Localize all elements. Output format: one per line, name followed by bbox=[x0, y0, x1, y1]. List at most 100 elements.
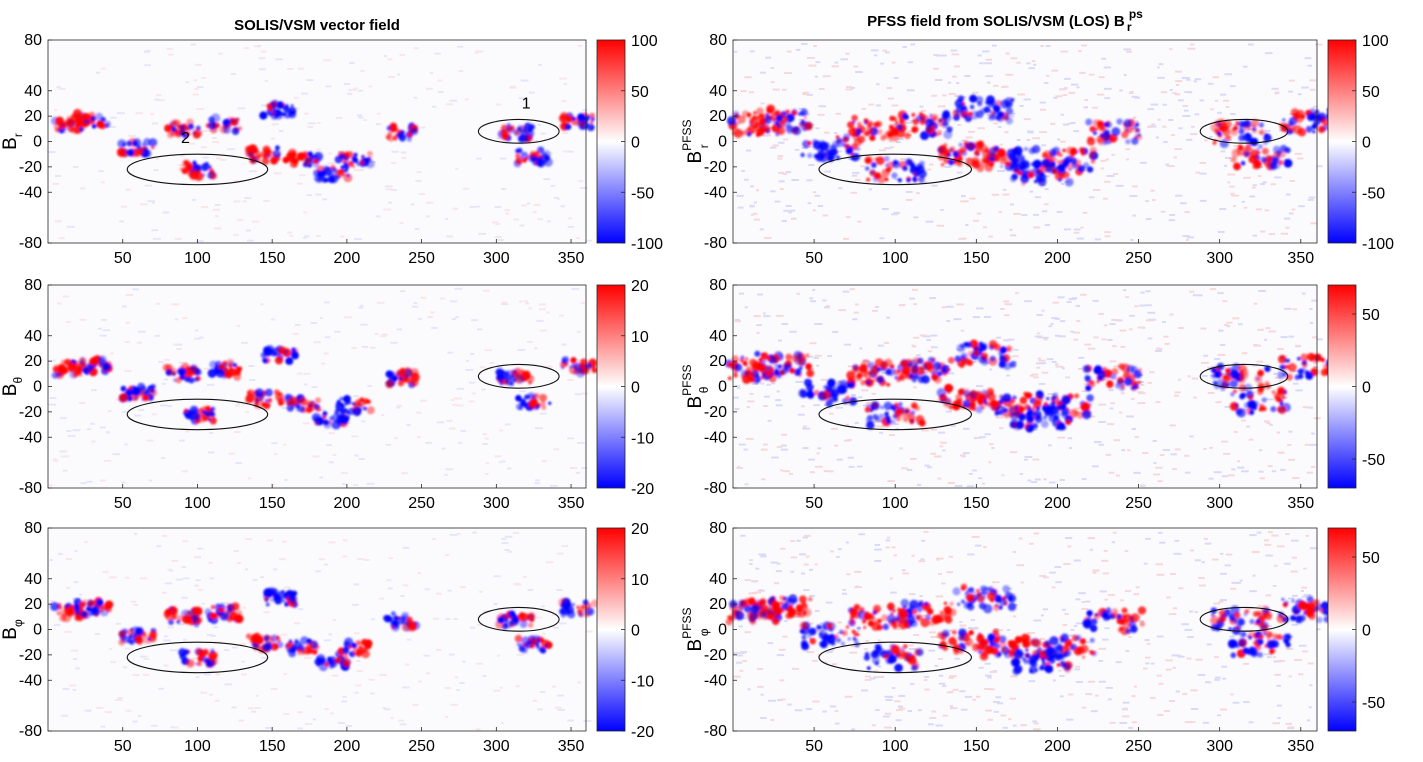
colorbar-tick-label: 0 bbox=[1362, 380, 1371, 397]
noise-cell bbox=[1147, 381, 1152, 384]
region-cell bbox=[1116, 118, 1123, 125]
noise-cell bbox=[104, 711, 113, 714]
noise-cell bbox=[989, 443, 994, 446]
noise-cell bbox=[734, 396, 739, 399]
noise-cell bbox=[303, 656, 312, 659]
noise-cell bbox=[518, 97, 525, 100]
noise-cell bbox=[173, 343, 178, 346]
noise-cell bbox=[227, 148, 236, 151]
region-cell bbox=[903, 114, 909, 121]
noise-cell bbox=[895, 427, 900, 430]
region-cell bbox=[500, 129, 509, 138]
region-cell bbox=[989, 162, 995, 167]
noise-cell bbox=[930, 428, 937, 431]
ellipse-region-1 bbox=[477, 606, 560, 632]
noise-cell bbox=[1009, 228, 1013, 231]
noise-cell bbox=[208, 451, 215, 454]
noise-cell bbox=[965, 136, 973, 139]
noise-cell bbox=[509, 86, 517, 89]
noise-cell bbox=[523, 575, 527, 578]
noise-cell bbox=[1032, 720, 1037, 723]
noise-cell bbox=[557, 708, 565, 711]
noise-cell bbox=[281, 406, 288, 409]
noise-cell bbox=[296, 182, 303, 185]
region-cell bbox=[902, 407, 912, 417]
region-cell bbox=[1225, 368, 1231, 374]
noise-cell bbox=[242, 606, 247, 609]
noise-cell bbox=[528, 307, 532, 310]
y-tick-label: 20 bbox=[709, 353, 727, 370]
region-cell bbox=[344, 415, 350, 421]
noise-cell bbox=[775, 314, 784, 317]
noise-cell bbox=[1289, 179, 1295, 182]
noise-cell bbox=[48, 403, 57, 406]
noise-cell bbox=[1019, 656, 1024, 659]
noise-cell bbox=[72, 657, 78, 660]
noise-cell bbox=[1214, 358, 1221, 361]
noise-cell bbox=[964, 695, 973, 698]
noise-cell bbox=[325, 85, 332, 88]
noise-cell bbox=[808, 64, 817, 67]
noise-cell bbox=[248, 365, 255, 368]
region-cell bbox=[56, 610, 62, 616]
noise-cell bbox=[1260, 183, 1265, 186]
region-cell bbox=[988, 340, 998, 349]
noise-cell bbox=[1234, 127, 1242, 130]
noise-cell bbox=[1220, 93, 1227, 96]
noise-cell bbox=[138, 408, 145, 411]
y-tick-label: -20 bbox=[704, 404, 727, 421]
noise-cell bbox=[815, 127, 820, 130]
noise-cell bbox=[744, 306, 748, 309]
region-cell bbox=[321, 177, 327, 183]
noise-cell bbox=[1057, 436, 1066, 439]
region-cell bbox=[839, 379, 849, 389]
noise-cell bbox=[1078, 367, 1082, 370]
region-cell bbox=[933, 132, 939, 138]
region-cell bbox=[999, 394, 1005, 400]
colorbar bbox=[596, 527, 626, 732]
region-cell bbox=[1216, 131, 1222, 137]
noise-cell bbox=[91, 389, 97, 392]
noise-cell bbox=[772, 88, 780, 91]
noise-cell bbox=[976, 212, 982, 215]
noise-cell bbox=[782, 172, 788, 175]
ellipse-label-1: 1 bbox=[522, 96, 531, 113]
noise-cell bbox=[742, 659, 747, 662]
region-cell bbox=[910, 410, 916, 415]
noise-cell bbox=[543, 178, 551, 181]
noise-cell bbox=[152, 237, 161, 240]
region-cell bbox=[576, 368, 585, 378]
noise-cell bbox=[146, 439, 154, 442]
noise-cell bbox=[310, 321, 318, 324]
noise-cell bbox=[814, 354, 822, 357]
y-tick-label: -20 bbox=[19, 647, 42, 664]
noise-cell bbox=[764, 236, 772, 239]
region-cell bbox=[774, 369, 780, 375]
noise-cell bbox=[1229, 85, 1236, 88]
noise-cell bbox=[1227, 139, 1232, 142]
noise-cell bbox=[783, 138, 789, 141]
region-cell bbox=[900, 119, 904, 124]
noise-cell bbox=[1169, 89, 1173, 92]
noise-cell bbox=[891, 213, 898, 216]
region-cell bbox=[168, 619, 174, 626]
noise-cell bbox=[931, 184, 938, 187]
region-cell bbox=[1070, 148, 1077, 156]
noise-cell bbox=[1252, 184, 1257, 187]
noise-cell bbox=[1199, 199, 1207, 202]
noise-cell bbox=[563, 83, 567, 86]
region-cell bbox=[1279, 144, 1288, 153]
region-cell bbox=[118, 393, 128, 403]
noise-cell bbox=[1111, 153, 1115, 156]
noise-cell bbox=[881, 208, 889, 211]
noise-cell bbox=[913, 216, 919, 219]
region-cell bbox=[782, 117, 789, 123]
noise-cell bbox=[1004, 131, 1009, 134]
noise-cell bbox=[219, 158, 227, 161]
noise-cell bbox=[1242, 65, 1248, 68]
region-cell bbox=[990, 399, 999, 408]
y-tick-label: 80 bbox=[709, 277, 727, 294]
noise-cell bbox=[1081, 607, 1089, 610]
noise-cell bbox=[760, 382, 765, 385]
region-cell bbox=[514, 634, 523, 643]
